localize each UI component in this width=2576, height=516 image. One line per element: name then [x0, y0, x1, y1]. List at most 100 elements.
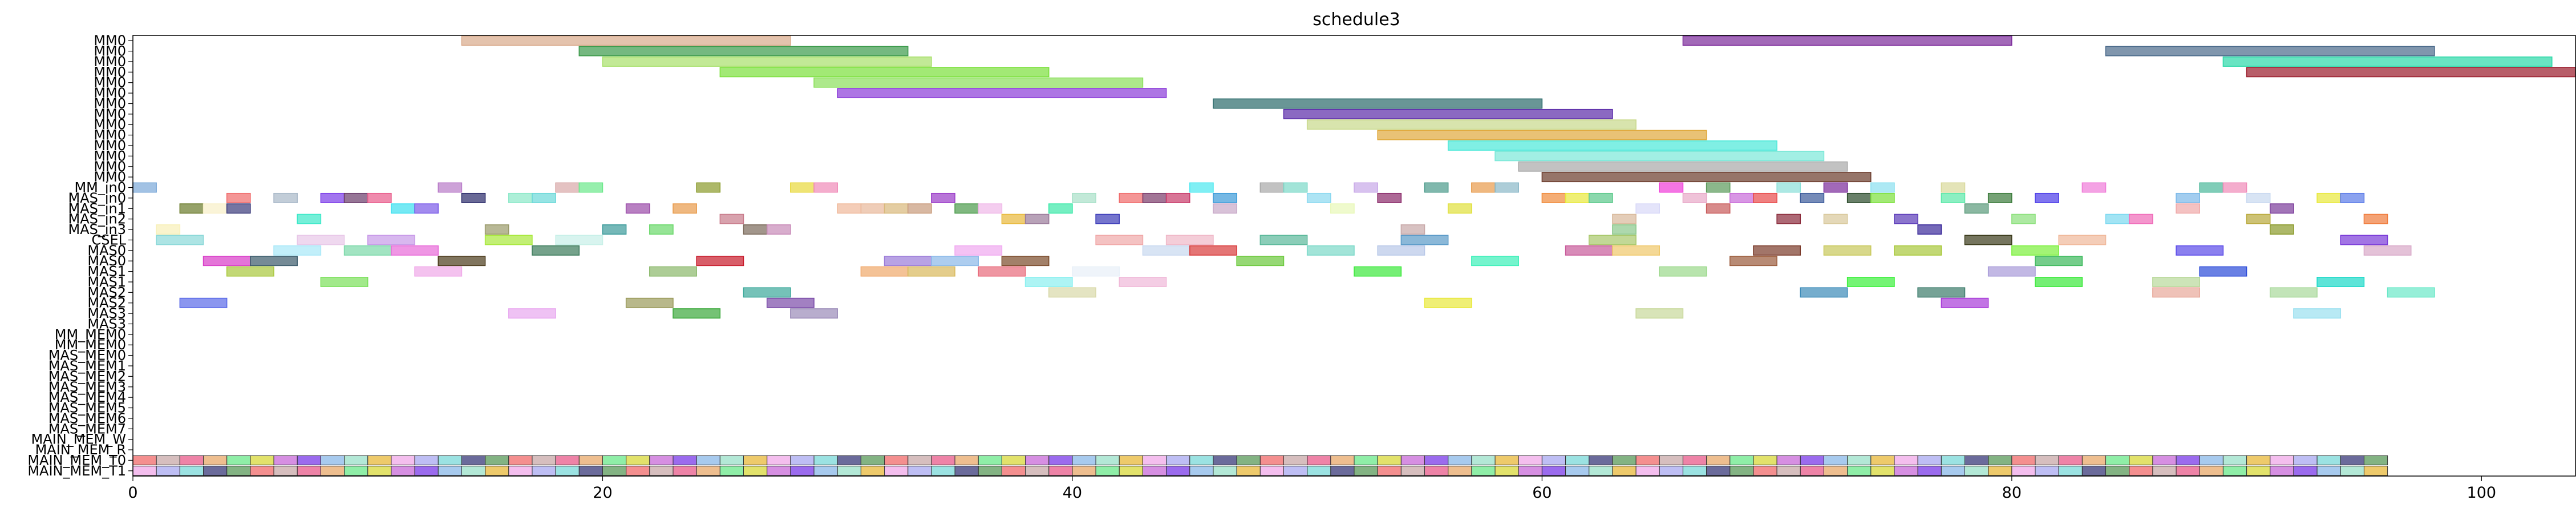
row-label: MAS_MEM1 — [48, 358, 126, 374]
memory-transfer-block — [2199, 466, 2223, 476]
task-bar — [2152, 277, 2200, 287]
task-bar — [743, 287, 791, 298]
task-bar — [297, 235, 345, 245]
memory-transfer-block — [1776, 466, 1801, 476]
row-label: MAS_MEM7 — [48, 421, 126, 437]
memory-transfer-block — [1307, 455, 1331, 466]
memory-transfer-block — [1400, 455, 1425, 466]
task-bar — [625, 297, 674, 308]
task-bar — [1494, 182, 1519, 193]
row-label: MM0 — [94, 127, 126, 143]
memory-transfer-block — [837, 466, 861, 476]
task-bar — [860, 266, 909, 277]
memory-transfer-block — [696, 466, 720, 476]
task-bar — [766, 224, 791, 235]
memory-transfer-block — [1753, 455, 1777, 466]
task-bar — [1048, 203, 1073, 214]
task-bar — [1846, 192, 1872, 203]
task-bar — [179, 297, 228, 308]
task-bar — [1024, 213, 1050, 224]
task-bar — [1377, 245, 1425, 256]
memory-transfer-block — [414, 455, 439, 466]
memory-transfer-block — [649, 455, 674, 466]
row-label: MAS1 — [87, 274, 126, 290]
task-bar — [860, 203, 885, 214]
memory-transfer-block — [978, 455, 1002, 466]
plot-frame — [132, 35, 2576, 477]
memory-transfer-block — [250, 455, 274, 466]
memory-transfer-block — [1025, 466, 1050, 476]
memory-transfer-block — [1565, 466, 1590, 476]
task-bar — [202, 256, 251, 267]
memory-transfer-block — [1236, 455, 1261, 466]
row-label: MAIN_MEM_T1 — [27, 463, 126, 479]
memory-transfer-block — [1259, 466, 1284, 476]
row-label: MM0 — [94, 85, 126, 101]
task-bar — [1823, 213, 1848, 224]
memory-transfer-block — [1565, 455, 1590, 466]
memory-transfer-block — [1635, 466, 1660, 476]
task-bar — [2128, 213, 2153, 224]
task-bar — [438, 182, 463, 193]
memory-transfer-block — [1518, 455, 1542, 466]
task-bar — [367, 192, 392, 203]
task-bar — [1941, 182, 1966, 193]
memory-transfer-block — [2152, 466, 2177, 476]
task-bar — [1048, 287, 1096, 298]
memory-transfer-block — [1072, 455, 1096, 466]
task-bar — [320, 192, 345, 203]
memory-transfer-block — [203, 455, 228, 466]
task-bar — [1072, 266, 1120, 277]
chart-title: schedule3 — [1313, 10, 1400, 30]
memory-transfer-block — [884, 466, 909, 476]
memory-transfer-block — [1283, 466, 1308, 476]
row-label: MAS_MEM2 — [48, 368, 126, 384]
memory-transfer-block — [1894, 466, 1918, 476]
task-bar — [1447, 140, 1777, 151]
task-bar — [532, 192, 556, 203]
memory-transfer-block — [1541, 455, 1566, 466]
task-bar — [1917, 287, 1966, 298]
task-bar — [602, 224, 627, 235]
task-bar — [1024, 277, 1073, 287]
row-label: MAS_MEM4 — [48, 389, 126, 405]
memory-transfer-block — [1612, 466, 1637, 476]
task-bar — [1213, 203, 1237, 214]
row-label: MAS_MEM5 — [48, 400, 126, 416]
task-bar — [1730, 192, 1754, 203]
memory-transfer-block — [626, 466, 650, 476]
task-bar — [2199, 266, 2247, 277]
row-label: MAS_MEM0 — [48, 348, 126, 364]
task-bar — [1823, 245, 1872, 256]
memory-transfer-block — [1518, 466, 1542, 476]
memory-transfer-block — [1095, 455, 1120, 466]
memory-transfer-block — [673, 455, 697, 466]
task-bar — [1377, 130, 1707, 140]
memory-transfer-block — [391, 455, 415, 466]
row-label: MM0 — [94, 148, 126, 164]
memory-transfer-block — [1730, 455, 1754, 466]
row-label: MAS1 — [87, 264, 126, 280]
task-bar — [1072, 192, 1096, 203]
memory-transfer-block — [2293, 455, 2318, 466]
row-label: MAS2 — [87, 295, 126, 311]
memory-transfer-block — [2199, 455, 2223, 466]
task-bar — [649, 224, 674, 235]
memory-transfer-block — [2129, 455, 2153, 466]
row-label: MM0 — [94, 33, 126, 49]
task-bar — [1306, 119, 1637, 130]
task-bar — [954, 203, 979, 214]
task-bar — [2246, 213, 2271, 224]
memory-transfer-block — [978, 466, 1002, 476]
memory-transfer-block — [1753, 466, 1777, 476]
task-bar — [790, 308, 838, 319]
task-bar — [391, 203, 415, 214]
row-label: MAS2 — [87, 284, 126, 300]
task-bar — [2176, 245, 2224, 256]
task-bar — [1119, 277, 1167, 287]
memory-transfer-block — [320, 455, 345, 466]
task-bar — [202, 203, 228, 214]
memory-transfer-block — [391, 466, 415, 476]
task-bar — [1424, 182, 1449, 193]
memory-transfer-block — [626, 455, 650, 466]
